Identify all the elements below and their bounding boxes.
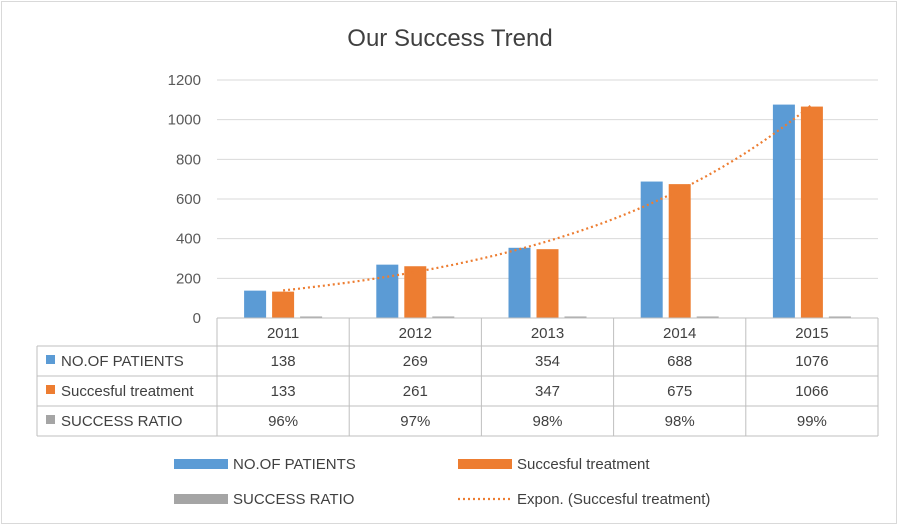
table-row-label: NO.OF PATIENTS: [61, 353, 184, 370]
bar: [772, 104, 795, 319]
bar: [668, 184, 691, 318]
bar: [800, 106, 823, 319]
table-cell: 688: [667, 353, 692, 370]
data-table: 2011 2012 2013 2014 2015 NO.OF PATIENTS 138 269…: [36, 317, 879, 437]
table-cell: 133: [271, 383, 296, 400]
bar: [432, 316, 455, 318]
table-row-label: SUCCESS RATIO: [61, 413, 182, 430]
legend-label: NO.OF PATIENTS: [233, 456, 356, 473]
legend-key: [174, 459, 228, 469]
legend-key: [174, 494, 228, 504]
bar: [376, 264, 399, 318]
y-tick-label: 1000: [168, 112, 201, 129]
y-tick-label: 1200: [168, 72, 201, 89]
x-tick-label: 2011: [267, 325, 299, 342]
table-cell: 96%: [268, 413, 298, 430]
table-cell: 675: [667, 383, 692, 400]
bar: [564, 316, 587, 318]
x-tick-label: 2012: [399, 325, 432, 342]
bar: [828, 316, 851, 318]
table-cell: 261: [403, 383, 428, 400]
legend-key: [458, 459, 512, 469]
plot-area: 0 200 400 600 800 1000 1200: [168, 72, 878, 327]
table-cell: 138: [271, 353, 296, 370]
legend-label: Succesful treatment: [517, 456, 650, 473]
bar: [300, 316, 323, 318]
table-legend-key: [46, 415, 55, 424]
bar: [244, 290, 267, 318]
y-tick-label: 0: [193, 310, 201, 327]
x-tick-label: 2014: [663, 325, 696, 342]
table-cell: 354: [535, 353, 560, 370]
bar: [536, 249, 559, 318]
x-tick-label: 2013: [531, 325, 564, 342]
table-cell: 1066: [795, 383, 828, 400]
bar: [696, 316, 719, 318]
legend: NO.OF PATIENTS Succesful treatment SUCCESS…: [174, 456, 710, 508]
bar: [640, 181, 663, 318]
x-tick-label: 2015: [795, 325, 828, 342]
table-cell: 99%: [797, 413, 827, 430]
legend-label: Expon. (Succesful treatment): [517, 491, 710, 508]
table-cell: 98%: [665, 413, 695, 430]
legend-label: SUCCESS RATIO: [233, 491, 354, 508]
table-legend-key: [46, 385, 55, 394]
table-cell: 97%: [400, 413, 430, 430]
trendline: [282, 103, 813, 292]
bar: [404, 266, 427, 318]
y-tick-label: 600: [176, 191, 201, 208]
y-tick-label: 800: [176, 151, 201, 168]
table-cell: 98%: [532, 413, 562, 430]
table-cell: 347: [535, 383, 560, 400]
table-cell: 269: [403, 353, 428, 370]
y-tick-label: 200: [176, 270, 201, 287]
chart-title: Our Success Trend: [347, 25, 552, 52]
table-row-label: Succesful treatment: [61, 383, 194, 400]
table-legend-key: [46, 355, 55, 364]
bar: [272, 291, 295, 318]
table-cell: 1076: [795, 353, 828, 370]
bar: [508, 247, 531, 318]
y-tick-label: 400: [176, 231, 201, 248]
